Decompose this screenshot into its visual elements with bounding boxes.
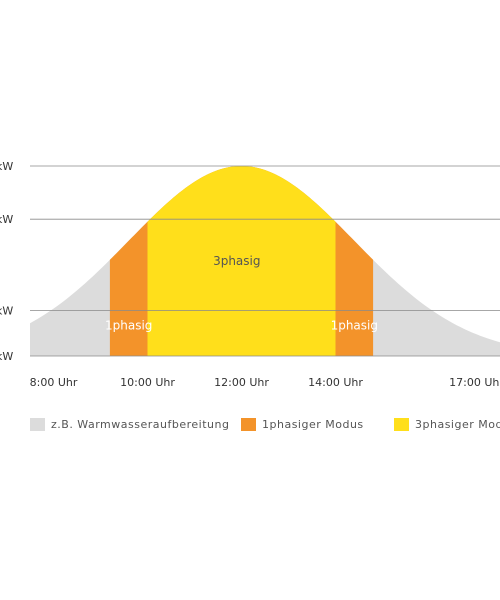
legend-swatch <box>394 418 409 431</box>
legend-swatch <box>30 418 45 431</box>
x-tick-label: 10:00 Uhr <box>120 376 175 389</box>
legend-label: z.B. Warmwasseraufbereitung <box>51 418 229 431</box>
y-axis-labels: kW kW kW kW <box>0 160 13 363</box>
chart-areas <box>30 166 500 356</box>
legend-item-1phasiger-modus: 1phasiger Modus <box>241 418 364 431</box>
region-label: 1phasig <box>105 318 152 332</box>
y-tick-label: kW <box>0 160 13 173</box>
x-tick-label: 8:00 Uhr <box>30 376 78 389</box>
x-tick-label: 17:00 Uhr <box>449 376 500 389</box>
area-3phasiger-modus <box>147 166 336 356</box>
legend-item-z-b-warmwasseraufbereitung: z.B. Warmwasseraufbereitung <box>30 418 229 431</box>
x-tick-label: 12:00 Uhr <box>214 376 269 389</box>
legend-swatch <box>241 418 256 431</box>
y-tick-label: kW <box>0 350 13 363</box>
legend-item-3phasiger-modus: 3phasiger Modus <box>394 418 500 431</box>
chart-region-labels: 1phasig 3phasig 1phasig <box>105 254 378 333</box>
x-tick-label: 14:00 Uhr <box>308 376 363 389</box>
y-tick-label: kW <box>0 304 13 317</box>
legend-label: 1phasiger Modus <box>262 418 364 431</box>
chart-gridlines <box>30 165 500 357</box>
x-axis-labels: 8:00 Uhr 10:00 Uhr 12:00 Uhr 14:00 Uhr 17:00… <box>30 376 500 389</box>
legend-label: 3phasiger Modus <box>415 418 500 431</box>
region-label: 1phasig <box>331 318 378 332</box>
y-tick-label: kW <box>0 213 13 226</box>
legend: z.B. Warmwasseraufbereitung 1phasiger Mod… <box>30 418 500 431</box>
region-label: 3phasig <box>213 254 260 268</box>
